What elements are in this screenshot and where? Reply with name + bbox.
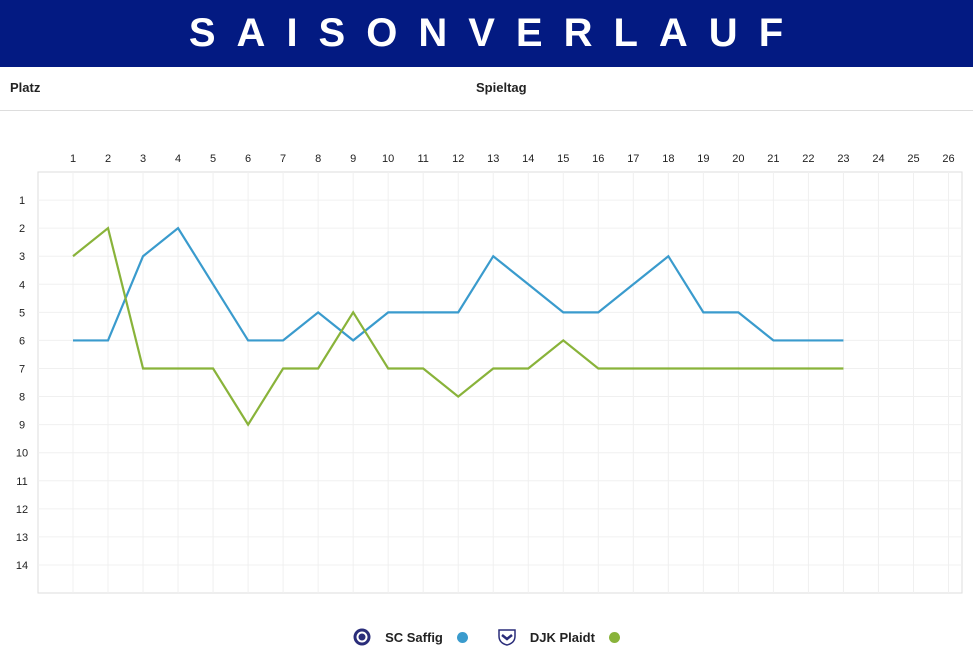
legend-dot-icon — [456, 631, 468, 643]
x-tick-label: 23 — [837, 153, 849, 165]
x-tick-label: 11 — [417, 153, 428, 165]
x-tick-label: 18 — [662, 153, 674, 165]
y-tick-label: 11 — [16, 476, 27, 488]
x-tick-label: 25 — [907, 153, 919, 165]
y-tick-label: 4 — [19, 279, 25, 291]
axis-header: Platz Spieltag — [0, 67, 973, 111]
y-tick-label: 7 — [19, 363, 25, 375]
y-tick-label: 10 — [16, 448, 28, 460]
x-tick-label: 14 — [522, 153, 534, 165]
x-tick-label: 21 — [767, 153, 779, 165]
x-tick-label: 16 — [592, 153, 604, 165]
y-tick-label: 2 — [19, 223, 25, 235]
page-title: SAISONVERLAUF — [0, 0, 973, 67]
x-tick-label: 1 — [70, 153, 76, 165]
y-tick-label: 5 — [19, 307, 25, 319]
x-tick-label: 20 — [732, 153, 744, 165]
x-tick-label: 17 — [627, 153, 639, 165]
x-tick-label: 9 — [350, 153, 356, 165]
x-tick-label: 10 — [382, 153, 394, 165]
y-axis-label: Platz — [10, 80, 41, 95]
x-tick-label: 24 — [872, 153, 884, 165]
x-tick-label: 26 — [942, 153, 954, 165]
x-tick-label: 6 — [245, 153, 251, 165]
y-tick-label: 13 — [16, 532, 28, 544]
x-tick-label: 12 — [452, 153, 464, 165]
legend: SC Saffig DJK Plaidt — [0, 628, 973, 646]
y-tick-label: 14 — [16, 560, 28, 572]
x-tick-label: 5 — [210, 153, 216, 165]
x-tick-label: 8 — [315, 153, 321, 165]
x-tick-label: 7 — [280, 153, 286, 165]
x-tick-label: 13 — [487, 153, 499, 165]
legend-label: SC Saffig — [385, 629, 443, 645]
series-line-1 — [72, 226, 844, 427]
sc-saffig-crest-icon — [353, 628, 371, 646]
plot-area — [37, 171, 963, 594]
djk-plaidt-crest-icon — [498, 629, 516, 646]
legend-item-sc-saffig[interactable]: SC Saffig — [353, 628, 468, 646]
y-tick-label: 9 — [19, 420, 25, 432]
legend-label: DJK Plaidt — [529, 629, 595, 645]
y-tick-label: 1 — [19, 195, 25, 207]
x-tick-label: 2 — [105, 153, 111, 165]
y-tick-label: 6 — [19, 335, 25, 347]
y-tick-label: 8 — [19, 392, 25, 404]
series-line-0 — [73, 226, 844, 342]
y-tick-label: 12 — [16, 504, 28, 516]
legend-dot-icon — [608, 631, 620, 643]
x-tick-label: 22 — [802, 153, 814, 165]
x-tick-label: 19 — [697, 153, 709, 165]
y-tick-label: 3 — [19, 251, 25, 263]
x-axis-label: Spieltag — [476, 80, 527, 95]
x-tick-label: 15 — [557, 153, 569, 165]
legend-item-djk-plaidt[interactable]: DJK Plaidt — [498, 628, 620, 646]
x-tick-label: 3 — [140, 153, 146, 165]
x-tick-label: 4 — [175, 153, 181, 165]
